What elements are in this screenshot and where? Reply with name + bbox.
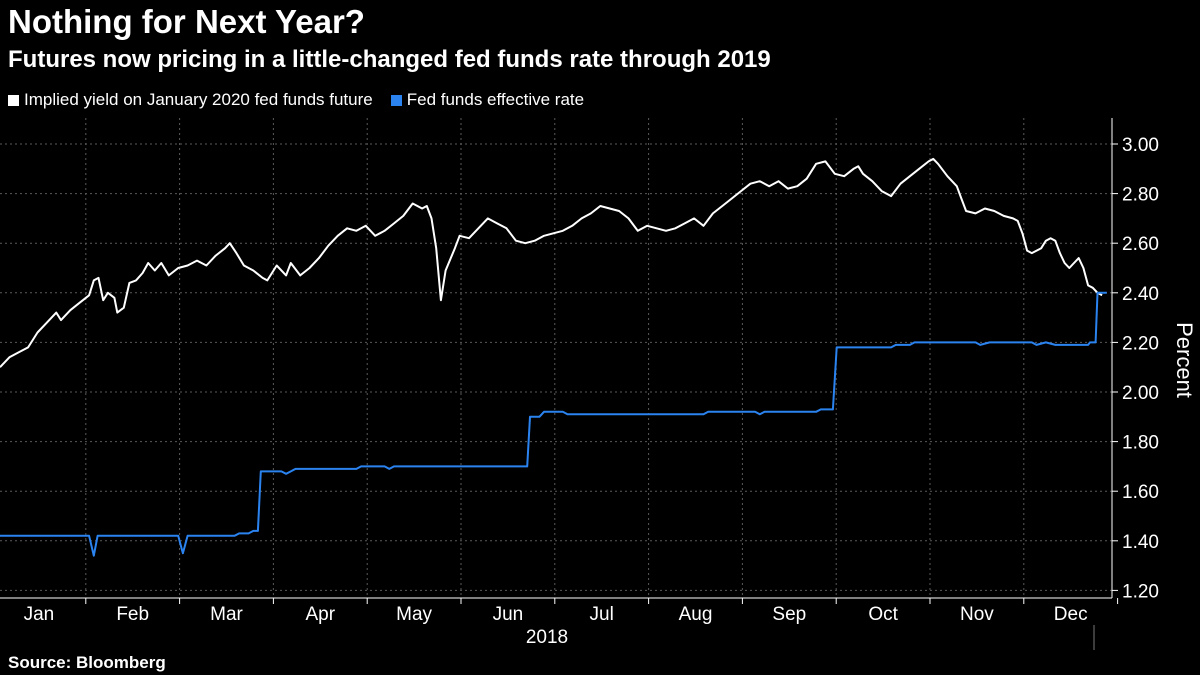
legend-item-implied-yield: Implied yield on January 2020 fed funds … [8,89,373,111]
series-line-implied-yield [0,157,1103,368]
y-tick-label: 2.00 [1122,383,1159,404]
legend-label-implied-yield: Implied yield on January 2020 fed funds … [24,90,373,109]
y-tick-label: 1.60 [1122,482,1159,503]
x-tick-label: Dec [1054,604,1088,625]
y-tick-label: 2.40 [1122,284,1159,305]
chart-subtitle: Futures now pricing in a little-changed … [8,46,771,73]
y-tick-label: 1.40 [1122,532,1159,553]
x-tick-label: Apr [306,604,336,625]
series-lines [0,157,1107,557]
axis-labels: 1.20 1.40 1.60 1.80 2.00 2.20 2.40 2.60 2.80 3.00… [24,135,1197,648]
y-tick-label: 3.00 [1122,135,1159,156]
y-tick-label: 2.20 [1122,333,1159,354]
y-axis-label: Percent [1172,322,1197,398]
legend-label-fed-funds: Fed funds effective rate [406,90,585,109]
legend: Implied yield on January 2020 fed funds … [8,89,584,111]
source-note: Source: Bloomberg [8,653,166,672]
chart-title: Nothing for Next Year? [8,3,365,40]
y-tick-label: 1.80 [1122,433,1159,454]
y-tick-label: 1.20 [1122,581,1159,602]
x-tick-label: Nov [960,604,994,625]
x-tick-label: May [396,604,432,625]
x-tick-label: Oct [868,604,898,625]
axes [0,118,1119,650]
x-tick-label: Sep [772,604,806,625]
gridlines [0,118,1112,598]
y-tick-label: 2.60 [1122,234,1159,255]
series-line-fed-funds-rate [0,291,1107,557]
legend-item-fed-funds: Fed funds effective rate [390,89,585,111]
x-tick-label: Mar [210,604,243,625]
legend-swatch-implied-yield [8,94,19,106]
x-tick-label: Jul [590,604,614,625]
x-tick-label: Feb [116,604,149,625]
x-tick-label: Jan [24,604,55,625]
y-tick-label: 2.80 [1122,185,1159,206]
x-axis-label: 2018 [526,627,568,648]
x-tick-label: Jun [493,604,524,625]
x-tick-label: Aug [679,604,713,625]
legend-swatch-fed-funds [390,94,402,106]
